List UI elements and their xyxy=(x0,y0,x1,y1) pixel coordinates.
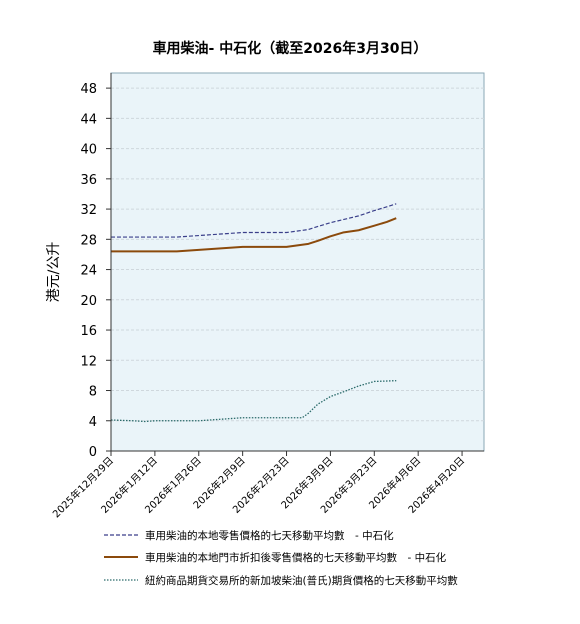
y-axis-label: 港元/公升 xyxy=(46,242,62,303)
legend-label-3: 紐約商品期貨交易所的新加坡柴油(普氏)期貨價格的七天移動平均數 xyxy=(145,574,458,587)
axes xyxy=(106,73,484,456)
y-tick-label: 36 xyxy=(80,173,97,188)
series-line-1 xyxy=(111,203,397,238)
y-tick-label: 40 xyxy=(80,143,97,158)
x-tick-labels: 2025年12月29日2026年1月12日2026年1月26日2026年2月9日… xyxy=(50,454,467,520)
legend: 車用柴油的本地零售價格的七天移動平均數 - 中石化車用柴油的本地門市折扣後零售價… xyxy=(104,529,458,587)
gridlines xyxy=(111,87,484,422)
y-tick-label: 12 xyxy=(80,354,97,369)
y-tick-label: 28 xyxy=(80,233,97,248)
series-line-3 xyxy=(110,380,397,423)
series-lines xyxy=(110,203,397,423)
y-tick-label: 16 xyxy=(80,324,97,339)
y-tick-label: 44 xyxy=(80,112,97,127)
chart-title: 車用柴油- 中石化（截至2026年3月30日） xyxy=(152,41,428,57)
series-line-2 xyxy=(111,217,397,253)
y-tick-label: 48 xyxy=(80,82,97,97)
legend-label-2: 車用柴油的本地門市折扣後零售價格的七天移動平均數 - 中石化 xyxy=(145,551,447,564)
y-tick-label: 4 xyxy=(89,415,97,430)
legend-label-1: 車用柴油的本地零售價格的七天移動平均數 - 中石化 xyxy=(145,529,394,542)
plot-area xyxy=(110,72,485,452)
y-tick-label: 8 xyxy=(89,385,97,400)
y-tick-label: 20 xyxy=(80,294,97,309)
y-tick-label: 0 xyxy=(89,445,97,460)
y-tick-label: 32 xyxy=(80,203,97,218)
y-tick-label: 24 xyxy=(80,264,97,279)
